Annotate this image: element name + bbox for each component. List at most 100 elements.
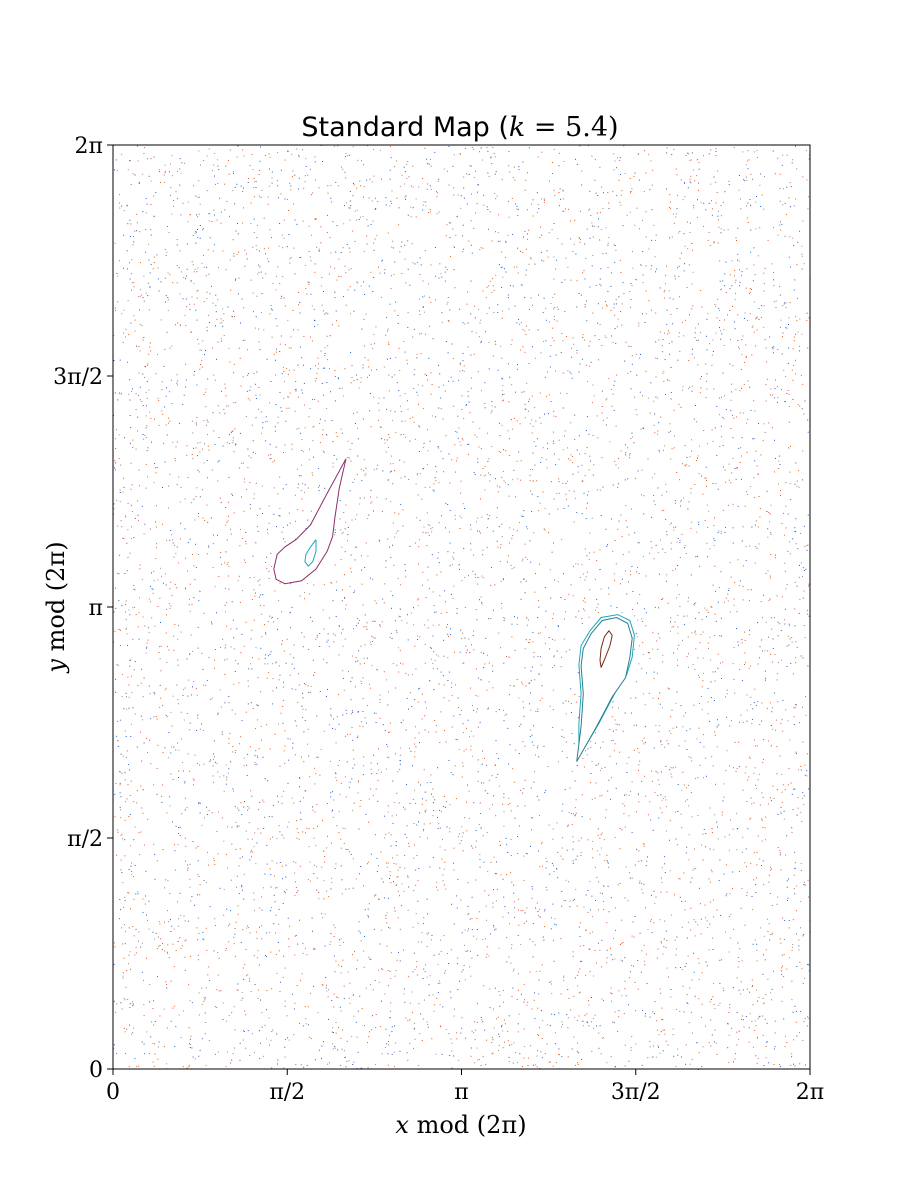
scatter-point — [330, 842, 332, 844]
scatter-point — [243, 307, 245, 309]
scatter-point — [501, 523, 503, 525]
scatter-point — [698, 565, 700, 567]
scatter-point — [539, 392, 541, 394]
scatter-point — [607, 544, 608, 546]
scatter-point — [445, 601, 446, 603]
scatter-point — [578, 1015, 580, 1017]
scatter-point — [497, 546, 499, 548]
scatter-point — [498, 214, 500, 216]
scatter-point — [467, 395, 469, 397]
scatter-point — [373, 510, 374, 512]
scatter-point — [408, 176, 410, 178]
scatter-point — [199, 812, 201, 814]
scatter-point — [674, 939, 676, 941]
scatter-point — [189, 653, 190, 655]
scatter-point — [592, 312, 594, 314]
scatter-point — [619, 259, 621, 261]
scatter-point — [579, 453, 580, 455]
scatter-point — [273, 923, 275, 925]
scatter-point — [755, 345, 757, 347]
scatter-point — [198, 471, 200, 473]
scatter-point — [675, 568, 676, 570]
scatter-point — [808, 158, 810, 160]
scatter-point — [387, 862, 389, 864]
scatter-point — [463, 418, 465, 420]
scatter-point — [712, 832, 714, 834]
scatter-point — [601, 893, 603, 895]
scatter-point — [674, 275, 676, 277]
scatter-point — [541, 259, 543, 261]
scatter-point — [655, 376, 657, 378]
scatter-point — [659, 692, 661, 694]
scatter-point — [617, 458, 619, 459]
scatter-point — [455, 895, 457, 897]
scatter-point — [771, 427, 773, 429]
scatter-point — [794, 527, 796, 529]
scatter-point — [177, 171, 179, 172]
scatter-point — [804, 400, 806, 402]
scatter-point — [395, 753, 396, 755]
scatter-point — [349, 448, 351, 450]
scatter-point — [523, 707, 525, 709]
scatter-point — [448, 531, 450, 533]
scatter-point — [185, 557, 187, 559]
scatter-point — [457, 957, 459, 959]
scatter-point — [508, 200, 510, 202]
scatter-point — [186, 1067, 188, 1069]
scatter-point — [258, 964, 260, 966]
scatter-point — [243, 207, 244, 209]
scatter-point — [456, 1038, 458, 1040]
scatter-point — [258, 174, 260, 176]
scatter-point — [698, 473, 700, 475]
scatter-point — [742, 721, 744, 723]
scatter-point — [789, 182, 791, 184]
scatter-point — [683, 872, 685, 874]
scatter-point — [657, 948, 659, 950]
scatter-point — [667, 743, 669, 745]
scatter-point — [682, 463, 684, 465]
scatter-point — [232, 239, 234, 241]
scatter-point — [129, 795, 131, 796]
scatter-point — [723, 990, 725, 991]
scatter-point — [392, 247, 394, 249]
scatter-point — [666, 379, 668, 381]
scatter-point — [193, 374, 195, 376]
scatter-point — [475, 668, 477, 670]
scatter-point — [602, 900, 604, 902]
scatter-point — [439, 867, 441, 869]
scatter-point — [541, 151, 543, 153]
scatter-point — [732, 365, 734, 367]
scatter-point — [568, 700, 569, 702]
scatter-point — [480, 247, 482, 249]
scatter-point — [370, 788, 372, 790]
scatter-point — [541, 1057, 543, 1059]
scatter-point — [194, 579, 196, 581]
scatter-point — [342, 589, 343, 591]
scatter-point — [601, 966, 603, 968]
scatter-point — [475, 609, 477, 611]
scatter-point — [335, 310, 337, 312]
scatter-point — [755, 520, 757, 522]
scatter-point — [518, 989, 519, 991]
scatter-point — [443, 655, 445, 657]
scatter-point — [131, 484, 133, 486]
scatter-point — [586, 571, 588, 573]
scatter-point — [236, 875, 238, 877]
scatter-point — [777, 349, 779, 350]
scatter-point — [519, 1053, 521, 1055]
scatter-point — [600, 588, 602, 590]
scatter-point — [553, 340, 555, 342]
scatter-point — [395, 845, 397, 847]
scatter-point — [799, 598, 801, 600]
scatter-point — [379, 272, 381, 274]
scatter-point — [562, 210, 564, 212]
scatter-point — [560, 855, 562, 857]
scatter-point — [678, 644, 680, 646]
scatter-point — [134, 589, 136, 591]
scatter-point — [673, 148, 675, 150]
scatter-point — [230, 628, 232, 630]
scatter-point — [350, 382, 352, 384]
scatter-point — [552, 864, 554, 866]
scatter-point — [499, 422, 500, 424]
scatter-point — [483, 782, 485, 784]
